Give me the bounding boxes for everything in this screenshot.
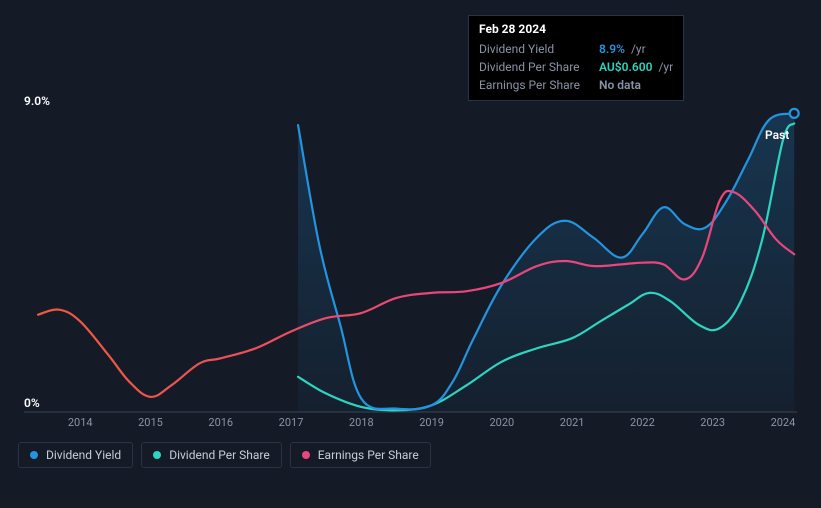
- legend-dot-icon: [153, 451, 161, 459]
- legend-label: Earnings Per Share: [318, 448, 419, 462]
- tooltip-row: Dividend Yield8.9% /yr: [479, 40, 673, 58]
- tooltip-date: Feb 28 2024: [479, 22, 673, 36]
- x-tick-label: 2015: [138, 416, 163, 429]
- x-tick-label: 2022: [630, 416, 655, 429]
- tooltip-value: No data: [599, 78, 641, 92]
- x-tick-label: 2019: [419, 416, 444, 429]
- x-tick-label: 2018: [349, 416, 374, 429]
- tooltip-key: Dividend Yield: [479, 42, 599, 56]
- tooltip-key: Earnings Per Share: [479, 78, 599, 92]
- tooltip-value: 8.9% /yr: [599, 42, 646, 56]
- dividend-chart: Past Feb 28 2024 Dividend Yield8.9% /yrD…: [0, 0, 821, 508]
- chart-tooltip: Feb 28 2024 Dividend Yield8.9% /yrDivide…: [468, 15, 684, 101]
- hover-marker: [790, 109, 799, 118]
- x-tick-label: 2016: [208, 416, 233, 429]
- past-label: Past: [765, 128, 789, 142]
- legend-item[interactable]: Dividend Yield: [18, 442, 133, 468]
- x-tick-label: 2020: [489, 416, 514, 429]
- chart-legend: Dividend Yield Dividend Per Share Earnings…: [18, 442, 431, 468]
- x-tick-label: 2014: [68, 416, 93, 429]
- tooltip-value: AU$0.600 /yr: [599, 60, 673, 74]
- x-tick-label: 2023: [700, 416, 725, 429]
- x-tick-label: 2021: [560, 416, 585, 429]
- legend-label: Dividend Per Share: [169, 448, 270, 462]
- legend-item[interactable]: Earnings Per Share: [290, 442, 431, 468]
- y-tick-label: 9.0%: [24, 94, 50, 108]
- tooltip-rows: Dividend Yield8.9% /yrDividend Per Share…: [479, 40, 673, 94]
- x-tick-label: 2024: [771, 416, 796, 429]
- legend-item[interactable]: Dividend Per Share: [141, 442, 282, 468]
- x-tick-label: 2017: [279, 416, 304, 429]
- tooltip-key: Dividend Per Share: [479, 60, 599, 74]
- legend-dot-icon: [302, 451, 310, 459]
- tooltip-unit: /yr: [628, 42, 646, 56]
- tooltip-unit: /yr: [655, 60, 673, 74]
- tooltip-row: Earnings Per ShareNo data: [479, 76, 673, 94]
- y-tick-label: 0%: [24, 396, 40, 410]
- legend-dot-icon: [30, 451, 38, 459]
- chart-plot-area[interactable]: [18, 10, 803, 430]
- tooltip-row: Dividend Per ShareAU$0.600 /yr: [479, 58, 673, 76]
- legend-label: Dividend Yield: [46, 448, 121, 462]
